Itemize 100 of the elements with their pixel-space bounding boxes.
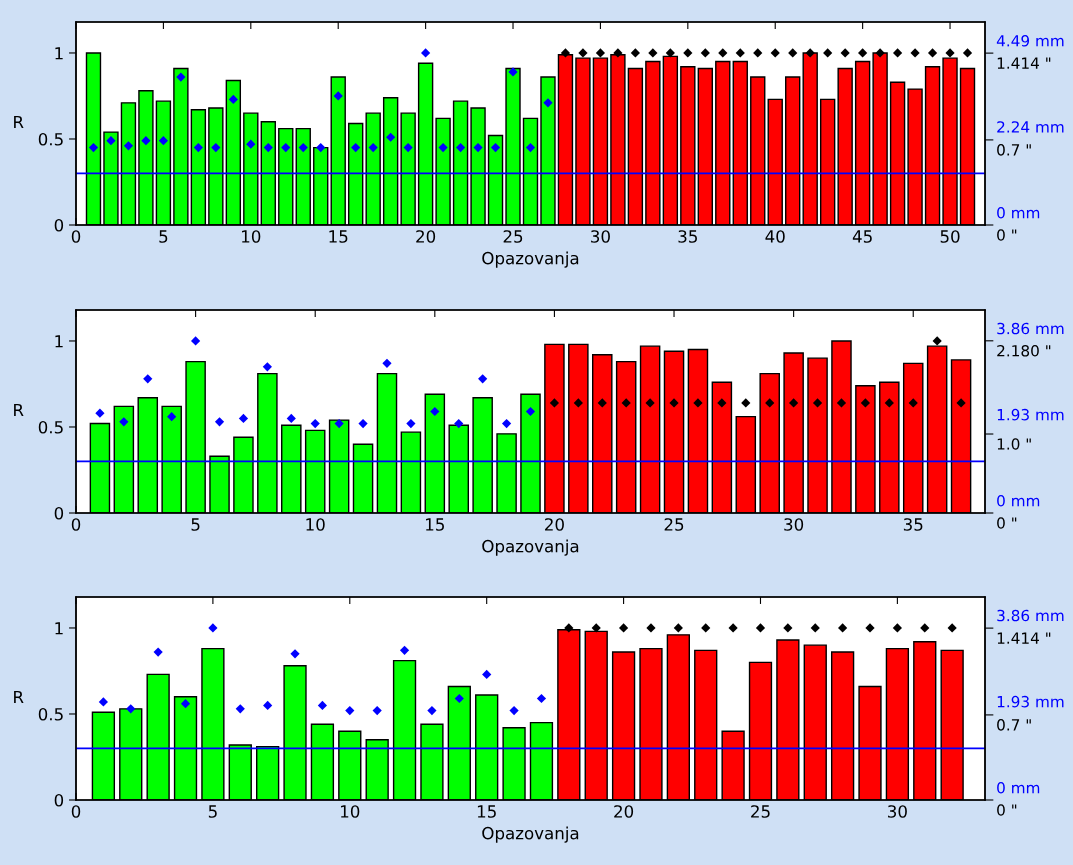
point — [838, 623, 848, 633]
point — [191, 336, 201, 346]
point — [884, 398, 894, 408]
y-axis-title: R — [14, 403, 24, 417]
point — [789, 398, 799, 408]
x-tick-label: 30 — [591, 230, 610, 243]
point — [618, 623, 629, 633]
point — [683, 48, 693, 58]
y2-tick-label: 1.0 " — [997, 438, 1031, 450]
point — [578, 48, 588, 58]
y3-tick-label: 0 mm — [997, 781, 1040, 794]
point — [753, 48, 763, 58]
point — [334, 418, 344, 429]
point — [310, 418, 320, 429]
point — [621, 398, 631, 408]
x-tick-label: 10 — [306, 518, 325, 531]
point — [95, 408, 105, 418]
point — [717, 398, 727, 408]
x-tick-label: 35 — [678, 230, 697, 243]
y3-tick-label: 1.93 mm — [997, 408, 1064, 421]
point — [208, 623, 218, 633]
point — [263, 142, 273, 153]
point — [123, 141, 134, 151]
point — [106, 136, 116, 146]
x-tick-label: 20 — [545, 518, 564, 531]
point — [549, 398, 560, 408]
point — [700, 48, 710, 58]
point — [875, 48, 885, 58]
point — [892, 48, 903, 58]
point — [351, 142, 361, 153]
x-tick-label: 25 — [664, 518, 684, 531]
x-tick-label: 0 — [71, 230, 81, 243]
point — [454, 418, 464, 429]
x-axis-title: Opazovanja — [482, 826, 579, 843]
point — [317, 700, 328, 710]
point — [262, 362, 272, 372]
y3-tick-label: 0 mm — [997, 206, 1040, 219]
point — [281, 142, 291, 153]
y-tick-label: 0.5 — [38, 707, 63, 721]
point — [399, 645, 410, 655]
point — [478, 374, 488, 384]
y2-tick-label: 0 " — [997, 804, 1017, 816]
x-tick-label: 50 — [940, 230, 960, 243]
point — [597, 398, 607, 408]
point — [945, 48, 955, 58]
y2-tick-label: 1.414 " — [997, 632, 1051, 644]
point — [158, 136, 169, 146]
point — [167, 412, 177, 422]
point — [406, 418, 416, 429]
point — [286, 413, 296, 423]
point — [509, 705, 519, 716]
y2-tick-label: 2.180 " — [997, 344, 1051, 357]
point — [920, 623, 930, 633]
point — [865, 623, 875, 633]
point — [908, 398, 918, 408]
point — [482, 669, 492, 680]
x-tick-label: 0 — [71, 805, 81, 818]
y2-tick-label: 0.7 " — [997, 144, 1031, 156]
y-tick-label: 1 — [55, 622, 63, 635]
point — [386, 132, 396, 142]
point — [927, 48, 938, 58]
point — [947, 623, 957, 633]
y3-tick-label: 2.24 mm — [997, 121, 1064, 133]
point — [119, 417, 129, 427]
x-tick-label: 5 — [159, 230, 168, 243]
point — [956, 398, 966, 408]
point — [564, 623, 574, 633]
point — [765, 398, 775, 408]
point — [490, 142, 501, 153]
point — [701, 623, 711, 633]
point — [810, 623, 820, 633]
point — [812, 398, 823, 408]
x-tick-label: 20 — [614, 805, 634, 818]
point — [673, 623, 683, 633]
y-tick-label: 0 — [54, 218, 64, 232]
point — [536, 693, 547, 704]
point — [823, 48, 833, 58]
y-axis-title: R — [14, 690, 24, 704]
point — [358, 418, 368, 429]
point — [770, 48, 780, 58]
point — [193, 142, 203, 153]
point — [98, 697, 108, 707]
y3-tick-label: 3.86 mm — [997, 609, 1064, 622]
point — [669, 398, 679, 408]
point — [858, 48, 868, 58]
point — [693, 398, 703, 408]
point — [525, 406, 536, 417]
x-tick-label: 30 — [888, 805, 907, 818]
point — [211, 142, 221, 153]
point — [860, 398, 870, 408]
point — [316, 142, 326, 153]
point — [595, 48, 606, 58]
point — [840, 48, 850, 58]
point — [421, 48, 431, 58]
point — [246, 139, 256, 149]
point — [228, 94, 238, 105]
point — [143, 374, 153, 384]
point — [646, 623, 656, 633]
point — [735, 48, 745, 58]
x-tick-label: 35 — [903, 518, 923, 531]
